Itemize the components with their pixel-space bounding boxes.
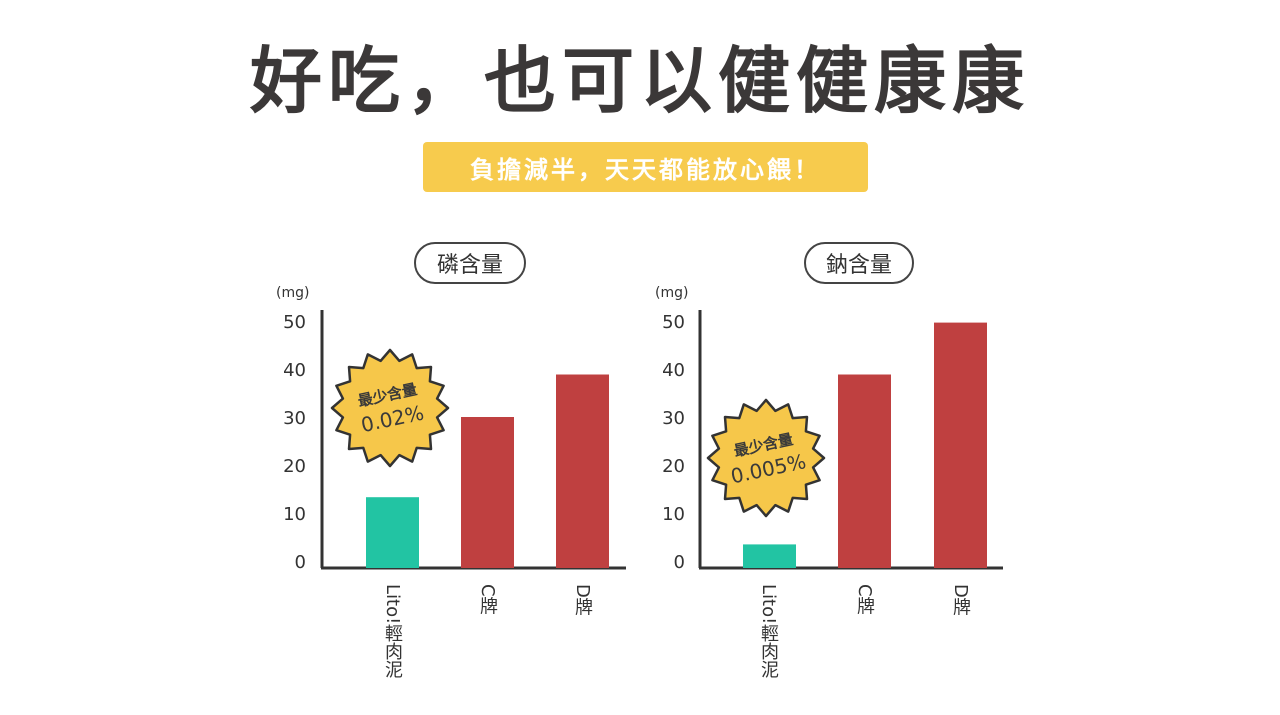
x-category-label: Lito!輕肉泥	[382, 584, 403, 679]
y-tick-label: 50	[283, 312, 306, 333]
bar	[838, 374, 891, 568]
y-tick-label: 40	[662, 360, 685, 381]
y-axis-unit: (mg)	[655, 285, 689, 301]
y-tick-label: 10	[662, 504, 685, 525]
y-tick-label: 30	[283, 408, 306, 429]
bar	[934, 322, 987, 568]
y-tick-label: 30	[662, 408, 685, 429]
x-category-label: C牌	[477, 584, 498, 615]
chart-title-sodium: 鈉含量	[804, 242, 914, 284]
bar	[743, 544, 796, 568]
y-tick-label: 50	[662, 312, 685, 333]
x-category-label: D牌	[572, 584, 593, 616]
chart-title-phosphorus: 磷含量	[414, 242, 526, 284]
x-category-label: D牌	[950, 584, 971, 616]
starburst-badge-shape	[706, 398, 826, 518]
x-category-label: C牌	[854, 584, 875, 615]
y-tick-label: 20	[662, 456, 685, 477]
y-tick-label: 20	[283, 456, 306, 477]
y-tick-label: 0	[294, 552, 306, 573]
bar	[461, 417, 514, 568]
y-tick-label: 40	[283, 360, 306, 381]
bar	[556, 374, 609, 568]
starburst-badge-shape	[330, 348, 450, 468]
x-category-label: Lito!輕肉泥	[758, 584, 779, 679]
subtitle-banner: 負擔減半，天天都能放心餵！	[423, 142, 868, 192]
y-axis-unit: (mg)	[276, 285, 310, 301]
page-title: 好吃，也可以健健康康	[249, 39, 1030, 123]
bar	[366, 497, 419, 568]
y-tick-label: 0	[673, 552, 685, 573]
y-tick-label: 10	[283, 504, 306, 525]
